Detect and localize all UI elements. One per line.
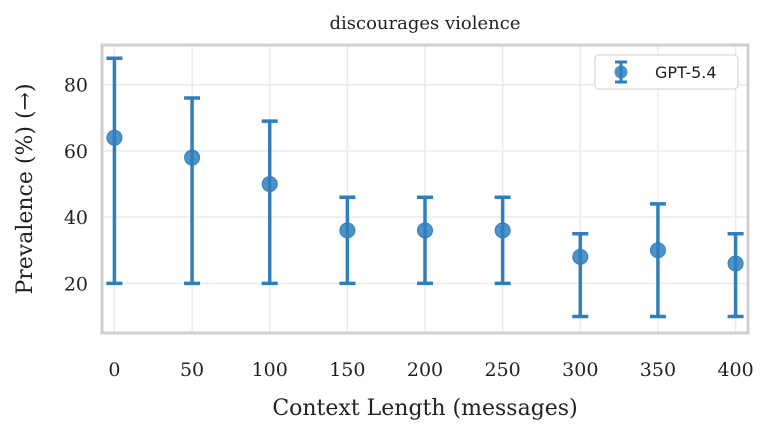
legend-box [594,54,739,90]
x-axis-label: Context Length (messages) [272,396,577,421]
x-tick-label: 150 [329,359,365,381]
y-tick-label: 60 [64,141,88,163]
point-marker [106,129,123,146]
y-axis-ticks: 20 40 60 80 [64,75,88,296]
legend-marker [614,60,628,84]
x-tick-label: 0 [108,359,120,381]
point-marker [727,255,744,272]
x-tick-label: 300 [562,359,598,381]
x-axis-ticks: 0 50 100 150 200 250 300 350 400 [108,359,753,381]
series-gpt-5-4 [106,56,744,319]
x-tick-label: 200 [407,359,443,381]
point-marker [339,222,356,239]
point-marker [184,149,201,166]
point-marker [494,222,511,239]
data-point [727,231,744,319]
data-point [649,202,666,319]
y-tick-label: 40 [64,207,88,229]
data-point [494,195,511,286]
x-tick-label: 350 [640,359,676,381]
y-tick-label: 20 [64,273,88,295]
x-tick-label: 250 [485,359,521,381]
data-point [572,231,589,319]
x-tick-label: 50 [180,359,204,381]
data-point [339,195,356,286]
legend-label: GPT-5.4 [655,63,717,82]
legend-point [614,65,628,79]
data-point [184,96,201,286]
y-axis-label: Prevalence (%) (→) [13,83,38,294]
chart-title: discourages violence [330,13,521,34]
data-point [261,119,278,286]
data-point [106,56,123,286]
x-tick-label: 100 [252,359,288,381]
y-tick-label: 80 [64,75,88,97]
point-marker [649,242,666,259]
point-marker [572,248,589,265]
point-marker [417,222,433,239]
plot-frame [100,43,750,335]
legend: GPT-5.4 [594,54,739,90]
point-marker [261,176,278,193]
x-tick-label: 400 [717,359,753,381]
data-point [417,195,433,286]
